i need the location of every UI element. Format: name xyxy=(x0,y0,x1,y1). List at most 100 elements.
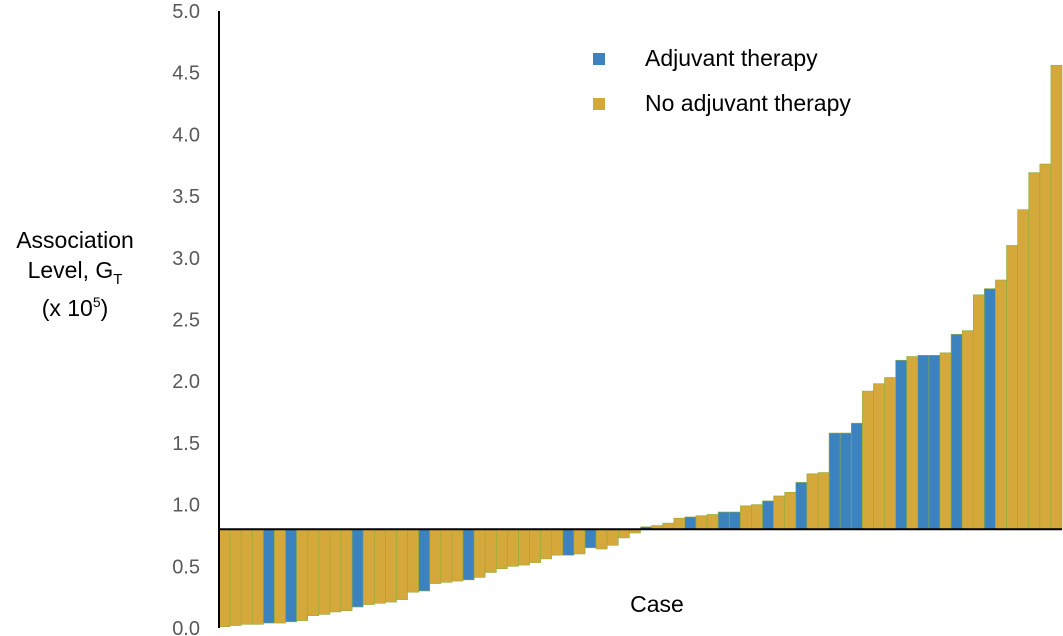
bar xyxy=(451,528,464,582)
bar xyxy=(495,528,508,570)
bar xyxy=(917,354,930,530)
bar xyxy=(1039,163,1052,530)
bar xyxy=(961,330,974,530)
bar xyxy=(362,528,375,605)
bar xyxy=(906,356,919,530)
bar xyxy=(717,511,730,530)
bar xyxy=(995,279,1007,530)
bar xyxy=(706,514,719,530)
bar xyxy=(529,528,541,563)
bar xyxy=(385,528,397,603)
legend-label-adjuvant: Adjuvant therapy xyxy=(645,45,818,71)
bar xyxy=(740,505,752,530)
y-tick-label: 3.0 xyxy=(172,248,200,270)
bar xyxy=(507,528,519,567)
y-tick-label: 1.5 xyxy=(172,433,200,455)
y-tick-label: 3.5 xyxy=(172,186,200,208)
bar xyxy=(484,528,497,573)
y-tick-label: 0.0 xyxy=(172,618,200,636)
bar xyxy=(1028,172,1041,530)
bar xyxy=(229,528,242,626)
bar xyxy=(551,528,564,556)
y-axis-label-line-2: Level, GT xyxy=(28,257,123,288)
y-tick-label: 2.0 xyxy=(172,371,200,393)
bar xyxy=(784,491,797,530)
bar xyxy=(1006,245,1018,530)
bar xyxy=(462,528,475,581)
bar xyxy=(1017,209,1030,530)
bar xyxy=(296,528,309,621)
y-axis-label-line-1: Association xyxy=(16,227,134,253)
bar xyxy=(263,528,275,624)
bar xyxy=(751,504,763,530)
bar xyxy=(251,528,264,625)
bar xyxy=(884,377,896,530)
y-tick-label: 4.0 xyxy=(172,124,200,146)
y-tick-label: 2.5 xyxy=(172,310,200,332)
bar xyxy=(895,359,908,530)
bar xyxy=(562,528,575,556)
bar xyxy=(673,517,686,530)
bar xyxy=(817,472,830,530)
bar xyxy=(329,528,342,613)
bar xyxy=(806,473,819,530)
bar xyxy=(340,528,353,612)
bar xyxy=(318,528,331,615)
bar xyxy=(939,352,952,530)
bar xyxy=(540,528,553,560)
bar xyxy=(618,528,630,539)
bar xyxy=(218,528,231,628)
bar xyxy=(1050,65,1063,530)
y-axis-ticks: 0.0 0.5 1.0 1.5 2.0 2.5 3.0 3.5 4.0 4.5 5.0 xyxy=(172,1,200,636)
bar xyxy=(828,432,841,530)
y-axis-label-close: ) xyxy=(101,295,109,321)
legend-swatch-no-adjuvant xyxy=(593,98,605,110)
bar xyxy=(850,422,863,530)
bar xyxy=(862,390,874,530)
bar xyxy=(240,528,253,625)
bar xyxy=(440,528,453,583)
bars-group xyxy=(218,65,1063,628)
y-axis-label: Association Level, GT (x 105) xyxy=(16,227,134,321)
bar xyxy=(307,528,320,616)
y-axis-label-line-3: (x 105) xyxy=(42,294,109,321)
bar xyxy=(950,334,963,530)
bar xyxy=(473,528,486,578)
legend-label-no-adjuvant: No adjuvant therapy xyxy=(645,90,851,116)
bar xyxy=(407,528,419,593)
bar xyxy=(873,383,885,530)
bar xyxy=(762,500,774,530)
bar xyxy=(928,354,941,530)
bar xyxy=(972,294,985,530)
y-axis-label-level: Level, G xyxy=(28,257,114,283)
bar xyxy=(584,528,597,549)
bar xyxy=(274,528,286,624)
y-tick-label: 4.5 xyxy=(172,63,200,85)
legend: Adjuvant therapy No adjuvant therapy xyxy=(593,45,851,116)
legend-swatch-adjuvant xyxy=(593,53,605,65)
y-axis-label-scale: (x 10 xyxy=(42,295,93,321)
bar xyxy=(573,528,586,555)
bar xyxy=(396,528,408,600)
y-tick-label: 0.5 xyxy=(172,556,200,578)
y-axis-label-subscript: T xyxy=(113,271,122,288)
bar xyxy=(839,432,852,530)
bar xyxy=(351,528,364,608)
bar xyxy=(684,516,697,530)
bar xyxy=(773,495,785,530)
bar xyxy=(984,288,996,530)
bar xyxy=(373,528,386,604)
bar xyxy=(795,482,808,530)
bar xyxy=(518,528,530,566)
bar xyxy=(595,528,608,550)
bar xyxy=(418,528,431,592)
bar xyxy=(285,528,297,623)
y-axis-label-superscript: 5 xyxy=(93,294,101,310)
bar xyxy=(606,528,619,546)
bar xyxy=(728,511,741,530)
x-axis-label: Case xyxy=(630,591,684,617)
y-tick-label: 5.0 xyxy=(172,1,200,23)
bar xyxy=(429,528,442,584)
y-tick-label: 1.0 xyxy=(172,495,200,517)
